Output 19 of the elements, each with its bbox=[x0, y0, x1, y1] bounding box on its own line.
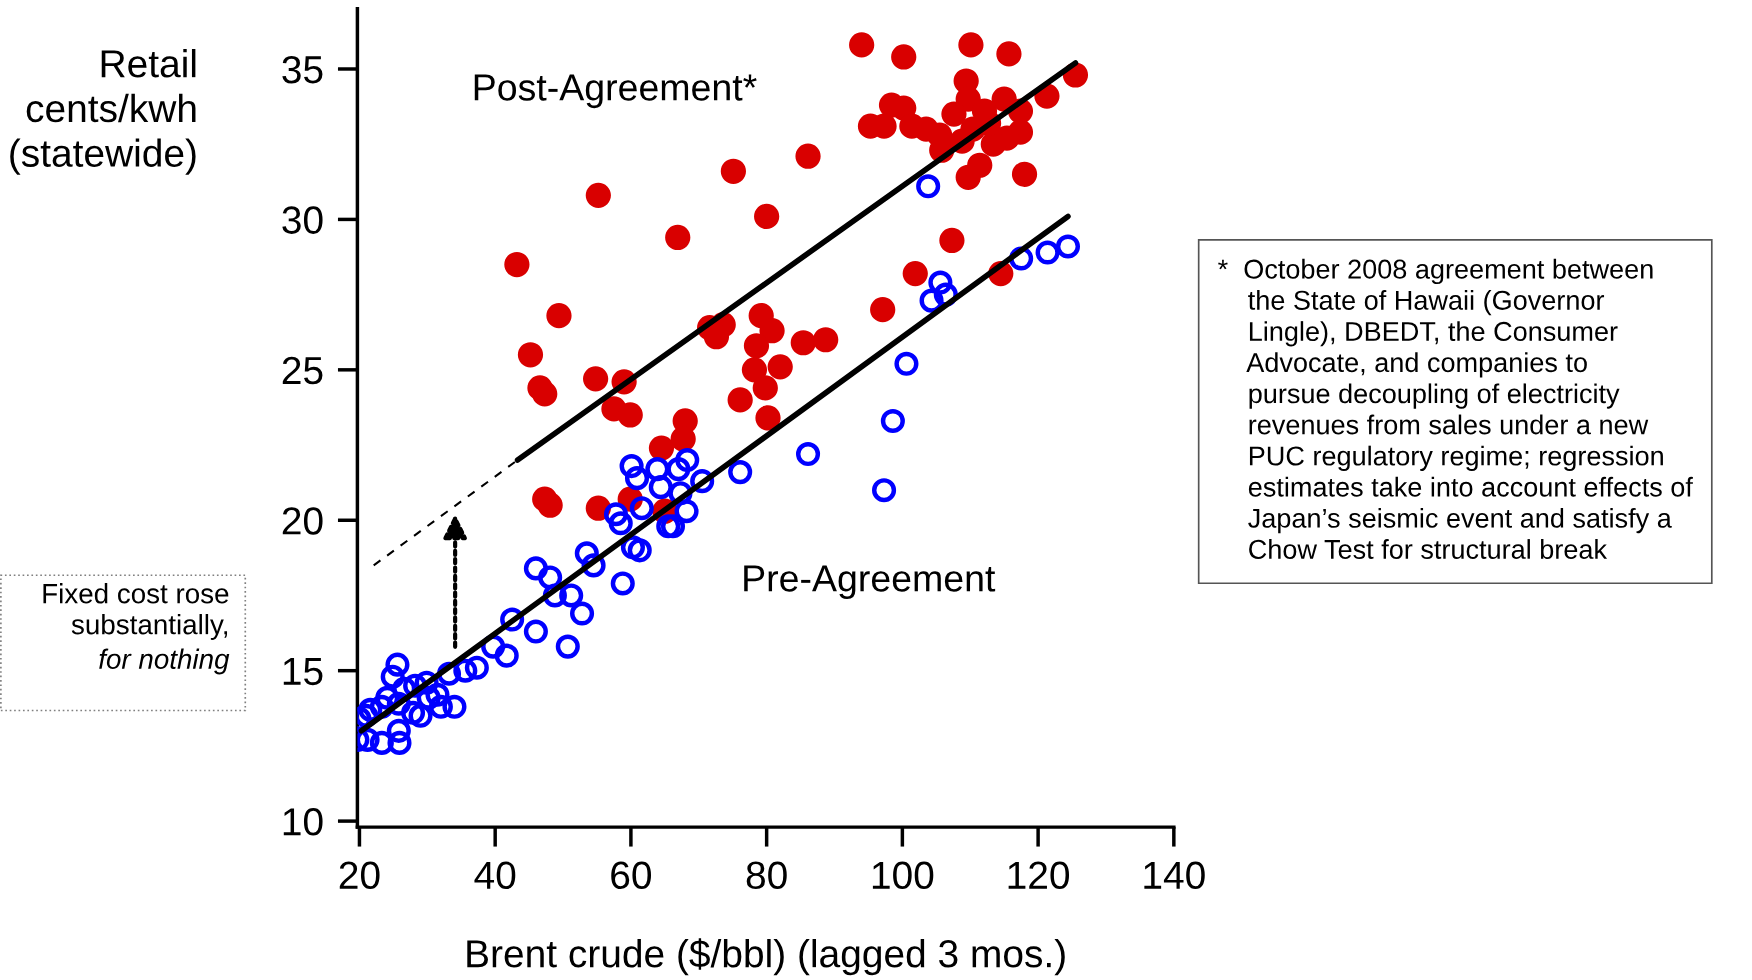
y-tick-label: 15 bbox=[283, 658, 323, 686]
y-tick-label: 30 bbox=[282, 206, 323, 234]
y-tick-label: 25 bbox=[282, 356, 323, 385]
x-tick-label: 120 bbox=[1008, 861, 1070, 890]
series-label: Post-Agreement* bbox=[474, 74, 757, 109]
y-tick-label: 10 bbox=[283, 808, 323, 836]
y-tick-label: 20 bbox=[282, 507, 323, 535]
y-axis-title: Retail cents/kwh (statewide) bbox=[10, 49, 196, 175]
x-tick-label: 20 bbox=[339, 861, 380, 890]
x-tick-label: 60 bbox=[611, 861, 652, 890]
x-tick-label: 80 bbox=[746, 861, 787, 890]
x-tick-label: 100 bbox=[872, 861, 934, 890]
x-tick-label: 140 bbox=[1144, 861, 1205, 890]
y-tick-label: 35 bbox=[282, 55, 323, 84]
text: for nothing bbox=[99, 648, 230, 675]
x-tick-label: 40 bbox=[474, 861, 516, 890]
series-label: Pre-Agreement bbox=[744, 565, 996, 600]
x-axis-title: Brent crude ($/bbl) (lagged 3 mos.) bbox=[467, 938, 1065, 976]
text: * October 2008 agreement between the State of Hawaii (Governor Lingle), DBEDT, the Consumer Advocate, and companies to pursue decoupling of electricity revenues from sales under a new PUC regulatory regime; regression estimates take into account effects of Japan’s seismic event and satisfy a Chow Test for structural break bbox=[1218, 258, 1693, 559]
